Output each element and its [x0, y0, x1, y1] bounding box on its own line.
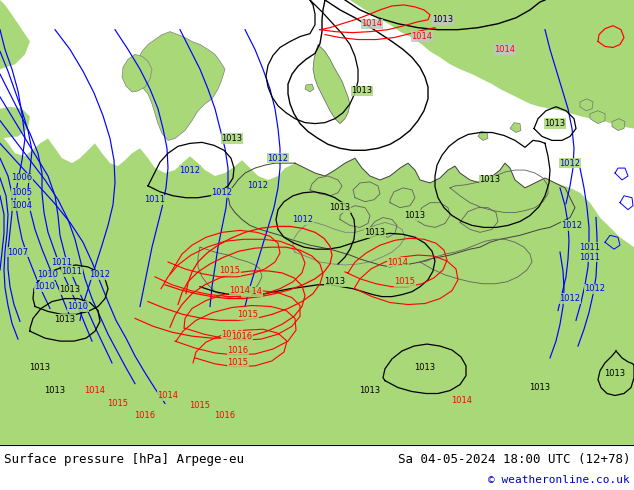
- Text: 1012: 1012: [559, 294, 581, 303]
- Text: 1012: 1012: [89, 270, 110, 279]
- Text: 1013: 1013: [365, 228, 385, 237]
- Text: 1014: 1014: [495, 45, 515, 54]
- Text: 1015: 1015: [238, 310, 259, 319]
- Text: 1013: 1013: [221, 134, 243, 143]
- Text: 1013: 1013: [545, 119, 566, 128]
- Text: 1013: 1013: [479, 175, 501, 184]
- Text: © weatheronline.co.uk: © weatheronline.co.uk: [488, 475, 630, 485]
- Polygon shape: [122, 54, 152, 92]
- Text: 1012: 1012: [562, 221, 583, 230]
- Polygon shape: [612, 119, 625, 130]
- Polygon shape: [305, 84, 314, 92]
- Text: 1012: 1012: [247, 181, 269, 191]
- Text: 1016: 1016: [231, 332, 252, 341]
- Polygon shape: [580, 99, 593, 111]
- Text: 1014: 1014: [157, 391, 179, 400]
- Polygon shape: [313, 45, 350, 123]
- Text: 1013: 1013: [44, 386, 65, 395]
- Text: 1013: 1013: [415, 363, 436, 372]
- Text: 1012: 1012: [559, 159, 581, 168]
- Text: 1011: 1011: [579, 252, 600, 262]
- Text: 1011: 1011: [145, 195, 165, 204]
- Text: 1010: 1010: [37, 270, 58, 279]
- Polygon shape: [0, 0, 30, 69]
- Polygon shape: [350, 0, 634, 128]
- Text: 1007: 1007: [8, 247, 29, 257]
- Text: 1014: 1014: [361, 19, 382, 28]
- Text: 1014: 1014: [451, 396, 472, 405]
- Text: 1014: 1014: [230, 286, 250, 295]
- Text: 1013: 1013: [351, 86, 373, 96]
- Text: 1015: 1015: [108, 399, 129, 408]
- Text: 1012: 1012: [268, 154, 288, 163]
- Text: 1004: 1004: [11, 201, 32, 210]
- Text: 1012: 1012: [212, 188, 233, 197]
- Polygon shape: [590, 111, 605, 123]
- Text: 1016: 1016: [221, 330, 243, 339]
- Text: 1013: 1013: [432, 15, 453, 24]
- Text: 1016: 1016: [134, 411, 155, 420]
- Text: 1014: 1014: [84, 386, 105, 395]
- Polygon shape: [135, 32, 225, 141]
- Text: 1011: 1011: [579, 243, 600, 252]
- Text: 1014: 1014: [242, 287, 262, 296]
- Text: 1015: 1015: [190, 401, 210, 410]
- Text: 1010: 1010: [34, 282, 56, 291]
- Text: 1015: 1015: [394, 277, 415, 286]
- Text: 1015: 1015: [219, 267, 240, 275]
- Text: 1012: 1012: [585, 284, 605, 293]
- Text: 1005: 1005: [11, 188, 32, 197]
- Text: Sa 04-05-2024 18:00 UTC (12+78): Sa 04-05-2024 18:00 UTC (12+78): [398, 453, 630, 466]
- Polygon shape: [478, 131, 488, 141]
- Text: 1013: 1013: [330, 203, 351, 212]
- Text: 1013: 1013: [604, 369, 626, 378]
- Text: 1006: 1006: [11, 173, 32, 182]
- Text: 1016: 1016: [228, 346, 249, 355]
- Text: 1015: 1015: [228, 358, 249, 368]
- Polygon shape: [510, 122, 521, 132]
- Text: 1013: 1013: [325, 277, 346, 286]
- Polygon shape: [0, 107, 30, 138]
- Text: 1013: 1013: [29, 363, 51, 372]
- Text: 1014: 1014: [411, 32, 432, 41]
- Text: 1012: 1012: [292, 215, 313, 224]
- Text: 1013: 1013: [55, 315, 75, 324]
- Text: 1011: 1011: [61, 268, 82, 276]
- Text: 1016: 1016: [214, 411, 236, 420]
- Text: 1012: 1012: [179, 166, 200, 174]
- Text: 1010: 1010: [67, 302, 89, 311]
- Text: 1014: 1014: [387, 258, 408, 267]
- Text: 1013: 1013: [529, 383, 550, 392]
- Text: 1013: 1013: [404, 211, 425, 220]
- Text: Surface pressure [hPa] Arpege-eu: Surface pressure [hPa] Arpege-eu: [4, 453, 244, 466]
- Text: 1011: 1011: [51, 258, 72, 267]
- Polygon shape: [0, 133, 634, 445]
- Text: 1013: 1013: [359, 386, 380, 395]
- Text: 1013: 1013: [60, 285, 81, 294]
